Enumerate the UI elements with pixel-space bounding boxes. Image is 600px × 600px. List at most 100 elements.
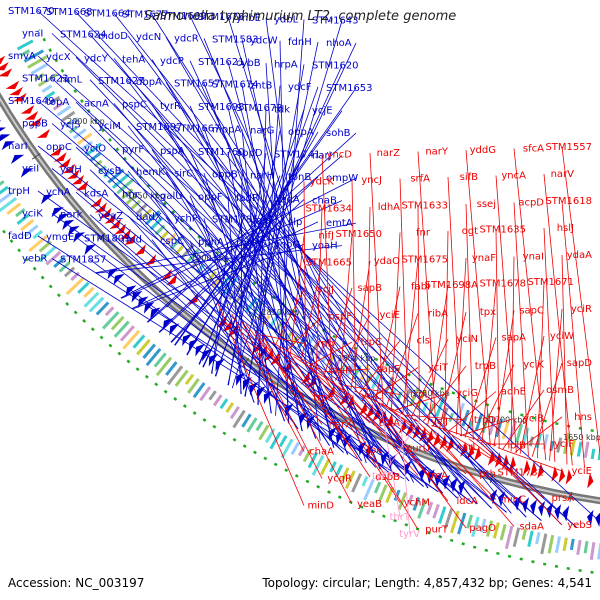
reverse-gene-label: yciK: [523, 360, 544, 371]
rna-gene-leader: [381, 420, 421, 477]
reverse-gene-label: STM1675: [401, 255, 448, 266]
forward-gene-leader: [189, 150, 317, 439]
forward-gene-label: ompW: [326, 173, 358, 184]
tick-mark: [569, 491, 573, 502]
reverse-gene-label: sdaA: [519, 522, 544, 533]
feature-block: [311, 454, 325, 476]
reverse-gene-arrow: [508, 456, 516, 472]
forward-gene-arrow: [546, 502, 554, 519]
reverse-gene-arrow: [104, 213, 117, 224]
reverse-gene-leader: [354, 390, 419, 422]
forward-gene-leader: [227, 130, 281, 386]
forward-gene-arrow: [530, 499, 538, 515]
reverse-gene-label: ldcA: [457, 496, 479, 507]
reverse-gene-label: trpE: [313, 393, 334, 404]
forward-gene-leader: [113, 58, 478, 505]
feature-block: [111, 172, 130, 189]
feature-block: [30, 63, 48, 75]
reverse-gene-leader: [414, 418, 497, 500]
feature-block: [0, 180, 5, 186]
forward-gene-label: STM1583: [212, 35, 259, 46]
reverse-gene-leader: [417, 205, 420, 421]
feature-block: [88, 296, 105, 313]
reverse-gene-label: yciC: [361, 391, 382, 402]
forward-gene-leader: [165, 81, 395, 476]
reverse-gene-label: trpC: [361, 337, 382, 348]
reverse-gene-leader: [270, 341, 323, 371]
reverse-gene-label: sapF: [377, 364, 401, 375]
feature-block: [540, 533, 548, 555]
feature-block: [130, 199, 142, 210]
forward-gene-leader: [159, 199, 305, 333]
reverse-gene-label: yciW: [550, 331, 574, 342]
forward-gene-label: cybB: [236, 58, 261, 69]
forward-gene-label: galU: [160, 191, 183, 202]
reverse-gene-label: STM1650: [335, 229, 382, 240]
forward-gene-label: ynaI: [22, 29, 43, 40]
feature-block: [174, 369, 189, 387]
tick-label: 2000 kbp: [67, 117, 105, 126]
map-title: Salmonella typhimurium LT2, complete gen…: [143, 9, 457, 24]
reverse-gene-label: ydcK: [310, 177, 335, 188]
feature-block: [589, 542, 596, 560]
reverse-gene-label: STM1634: [305, 204, 352, 215]
forward-gene-label: STM1664: [84, 8, 131, 19]
reverse-gene-leader: [334, 314, 371, 381]
feature-block: [409, 387, 420, 407]
forward-gene-label: fadD: [8, 231, 32, 242]
reverse-gene-arrow: [99, 207, 112, 219]
forward-gene-arrow: [554, 504, 562, 520]
forward-gene-label: nark: [60, 210, 83, 221]
reverse-gene-label: ychM: [404, 498, 430, 509]
forward-gene-label: fdnH: [288, 37, 312, 48]
feature-block: [329, 461, 337, 473]
reverse-gene-leader: [293, 356, 353, 397]
feature-block: [15, 208, 26, 218]
reverse-gene-label: yciN: [456, 334, 478, 345]
forward-gene-leader: [203, 38, 381, 470]
reverse-gene-leader: [411, 338, 449, 418]
reverse-gene-leader: [513, 202, 529, 456]
rna-gene-label: thrT: [390, 512, 411, 523]
reverse-gene-leader: [459, 418, 515, 437]
reverse-gene-label: STM1678: [479, 279, 526, 290]
reverse-gene-label: STM1665: [305, 258, 352, 269]
feature-block: [562, 537, 568, 552]
forward-gene-label: pspC: [122, 100, 147, 111]
feature-block: [102, 169, 113, 179]
reverse-gene-leader: [389, 407, 467, 475]
feature-block: [549, 440, 555, 452]
feature-block: [225, 402, 235, 413]
forward-gene-label: trpH: [8, 186, 30, 197]
forward-gene-label: oppC: [46, 142, 72, 153]
reverse-gene-leader: [369, 152, 384, 405]
feature-block: [466, 514, 474, 529]
forward-gene-label: ydcF: [288, 82, 312, 93]
feature-block: [169, 236, 183, 250]
reverse-gene-leader: [311, 367, 401, 503]
forward-gene-label: zntB: [250, 81, 273, 92]
reverse-gene-arrow: [537, 463, 544, 479]
reverse-gene-label: pagO: [469, 523, 496, 534]
forward-gene-arrow: [1, 141, 15, 151]
forward-gene-leader: [51, 213, 438, 492]
forward-gene-label: topA: [46, 97, 69, 108]
reverse-gene-leader: [480, 442, 563, 526]
reverse-gene-label: yeaB: [357, 499, 382, 510]
forward-gene-label: oppF: [198, 192, 223, 203]
reverse-gene-label: sapC: [519, 306, 544, 317]
forward-gene-arrow: [0, 127, 6, 132]
feature-block: [363, 478, 375, 501]
reverse-gene-arrow: [558, 467, 566, 484]
feature-block: [149, 217, 163, 231]
forward-gene-label: yciM: [98, 121, 121, 132]
feature-block: [110, 315, 125, 331]
feature-block: [153, 352, 167, 368]
forward-gene-label: rmd: [122, 235, 142, 246]
reverse-gene-arrow: [119, 228, 131, 240]
reverse-gene-label: ssej: [477, 199, 496, 210]
reverse-gene-arrow: [587, 472, 594, 489]
forward-gene-label: acnA: [84, 98, 109, 109]
feature-block: [95, 301, 110, 316]
